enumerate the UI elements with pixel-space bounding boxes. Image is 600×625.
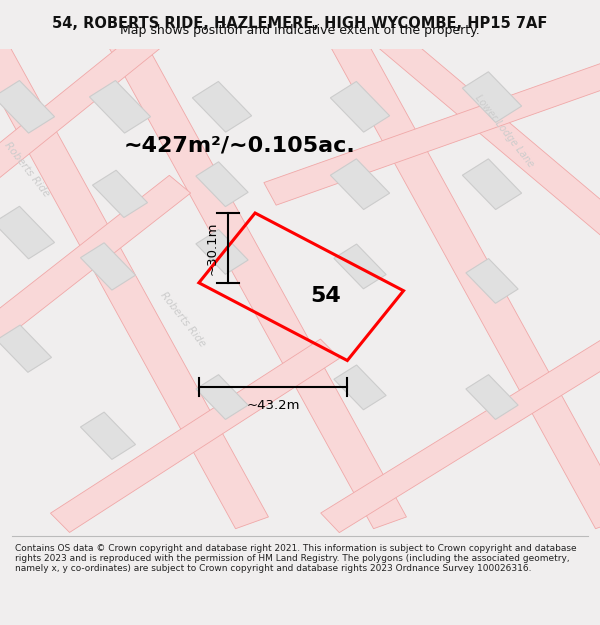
- Text: ~43.2m: ~43.2m: [247, 399, 300, 412]
- Polygon shape: [331, 81, 389, 132]
- Text: Contains OS data © Crown copyright and database right 2021. This information is : Contains OS data © Crown copyright and d…: [15, 544, 577, 573]
- Text: 54: 54: [310, 286, 341, 306]
- Polygon shape: [466, 259, 518, 303]
- Polygon shape: [334, 365, 386, 410]
- Text: 54, ROBERTS RIDE, HAZLEMERE, HIGH WYCOMBE, HP15 7AF: 54, ROBERTS RIDE, HAZLEMERE, HIGH WYCOMB…: [52, 16, 548, 31]
- Polygon shape: [80, 412, 136, 459]
- Polygon shape: [463, 159, 521, 209]
- Polygon shape: [264, 62, 600, 205]
- Polygon shape: [0, 206, 55, 259]
- Polygon shape: [361, 16, 600, 251]
- Polygon shape: [92, 4, 406, 529]
- Polygon shape: [320, 339, 600, 532]
- Polygon shape: [0, 81, 55, 133]
- Text: ~427m²/~0.105ac.: ~427m²/~0.105ac.: [124, 136, 356, 156]
- Polygon shape: [0, 4, 268, 529]
- Polygon shape: [466, 374, 518, 419]
- Polygon shape: [196, 229, 248, 274]
- Text: Map shows position and indicative extent of the property.: Map shows position and indicative extent…: [120, 24, 480, 36]
- Text: ~30.1m: ~30.1m: [206, 221, 219, 274]
- Polygon shape: [196, 374, 248, 419]
- Polygon shape: [331, 159, 389, 209]
- Polygon shape: [0, 176, 191, 358]
- Text: Lower Lodge Lane: Lower Lodge Lane: [473, 93, 535, 169]
- Polygon shape: [89, 81, 151, 133]
- Polygon shape: [0, 325, 52, 372]
- Polygon shape: [334, 244, 386, 289]
- Text: Roberts Ride: Roberts Ride: [158, 290, 208, 349]
- Polygon shape: [80, 242, 136, 290]
- Polygon shape: [193, 81, 251, 132]
- Polygon shape: [92, 170, 148, 217]
- Polygon shape: [196, 162, 248, 207]
- Text: Roberts Ride: Roberts Ride: [2, 140, 52, 199]
- Polygon shape: [314, 4, 600, 529]
- Polygon shape: [0, 16, 179, 193]
- Polygon shape: [50, 339, 340, 532]
- Polygon shape: [463, 72, 521, 122]
